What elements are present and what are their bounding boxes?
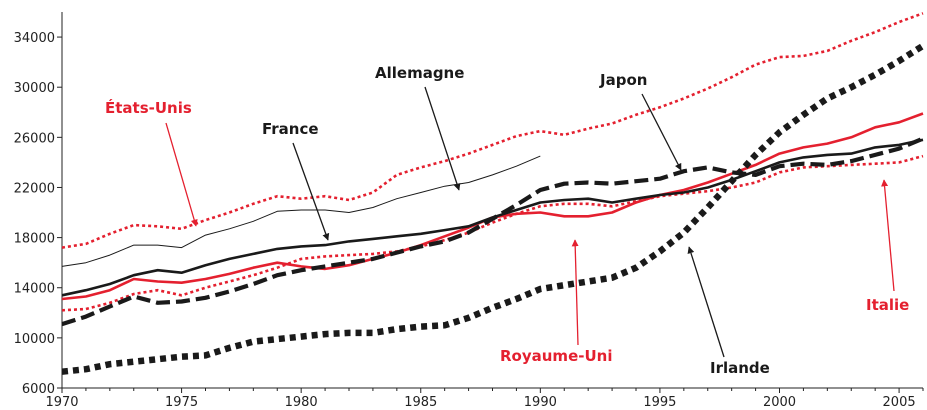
- x-tick-label: 1995: [643, 395, 676, 410]
- axes: 6000 10000 14000 18000 22000 26000 30000 34000 1…: [14, 12, 924, 410]
- series-line-irlande: [61, 43, 925, 375]
- annotation-arrow-irlande: [687, 246, 725, 358]
- x-tick-label: 1970: [45, 395, 78, 410]
- annotation-label-etats-unis: États-Unis: [105, 98, 192, 117]
- annotation-arrow-japon: [641, 93, 682, 171]
- annotation-arrow-etats-unis: [165, 122, 198, 227]
- annotation-arrow-italie: [881, 179, 895, 292]
- y-tick-label: 10000: [14, 332, 55, 347]
- annotation-arrow-allemagne: [424, 86, 461, 191]
- x-tick-label: 1975: [165, 395, 198, 410]
- y-tick-label: 14000: [14, 282, 55, 297]
- y-tick-label: 6000: [22, 382, 55, 397]
- annotation-label-royaume-uni: Royaume-Uni: [500, 347, 612, 365]
- x-tick-label: 2000: [763, 395, 796, 410]
- annotation-label-japon: Japon: [599, 71, 647, 89]
- y-tick-label: 26000: [14, 131, 55, 146]
- annotation-layer: États-Unis Allemagne France Japon Royaume-Un…: [105, 64, 909, 377]
- series-line-japon: [61, 136, 924, 327]
- annotation-label-france: France: [262, 120, 319, 138]
- series-line-italie: [61, 154, 924, 312]
- y-tick-label: 22000: [14, 181, 55, 196]
- y-tick-label: 34000: [14, 31, 55, 46]
- x-tick-label: 1980: [285, 395, 318, 410]
- annotation-label-allemagne: Allemagne: [375, 64, 464, 82]
- x-tick-label: 2005: [883, 395, 916, 410]
- annotation-arrow-france: [292, 142, 330, 241]
- x-tick-label: 1990: [524, 395, 557, 410]
- annotation-label-italie: Italie: [866, 296, 909, 314]
- x-tick-label: 1985: [404, 395, 437, 410]
- y-tick-label: 18000: [14, 232, 55, 247]
- y-tick-label: 30000: [14, 81, 55, 96]
- series-line-etats-unis: [61, 12, 924, 249]
- series-line-allemagne: [61, 155, 541, 267]
- series-line-royaume-uni: [61, 112, 924, 301]
- annotation-arrow-royaume-uni: [571, 239, 579, 346]
- series-layer: [61, 12, 925, 375]
- annotation-label-irlande: Irlande: [710, 359, 770, 377]
